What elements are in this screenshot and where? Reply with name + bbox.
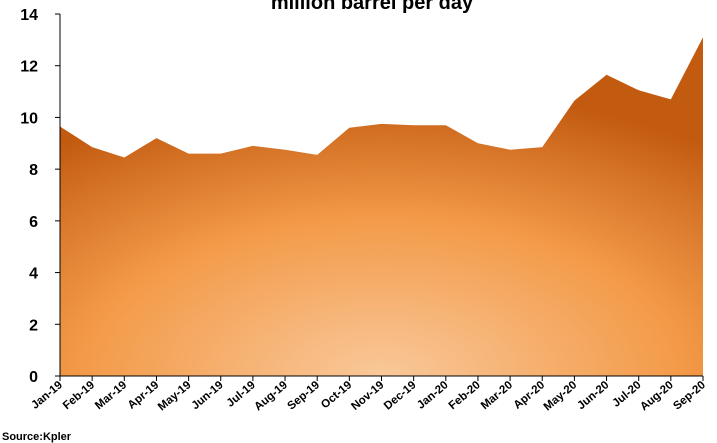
x-tick-label: Jun-20 bbox=[575, 379, 611, 412]
y-tick-label: 0 bbox=[29, 369, 38, 386]
x-tick-label: Feb-20 bbox=[447, 379, 483, 412]
y-tick-label: 8 bbox=[29, 162, 38, 179]
x-tick-label: Mar-19 bbox=[93, 379, 129, 412]
x-tick-label: May-20 bbox=[542, 379, 580, 413]
x-tick-label: Sep-20 bbox=[671, 379, 708, 412]
x-tick-label: Dec-19 bbox=[382, 379, 419, 412]
x-tick-label: Feb-19 bbox=[61, 379, 97, 412]
x-tick-label: Oct-19 bbox=[319, 379, 354, 411]
x-tick-label: Nov-19 bbox=[349, 379, 386, 413]
x-tick-label: May-19 bbox=[156, 379, 194, 413]
x-axis: Jan-19Feb-19Mar-19Apr-19May-19Jun-19Jul-… bbox=[29, 375, 708, 413]
x-tick-label: Mar-20 bbox=[479, 379, 515, 412]
y-tick-label: 4 bbox=[29, 266, 38, 283]
x-tick-label: Apr-19 bbox=[126, 379, 162, 412]
series-area bbox=[60, 37, 703, 377]
y-tick-label: 12 bbox=[20, 59, 38, 76]
x-tick-label: Sep-19 bbox=[286, 379, 323, 412]
chart-title: million barrel per day bbox=[271, 0, 474, 14]
y-axis: 0 2 4 6 8 10 12 14 bbox=[20, 7, 61, 386]
x-tick-label: Jan-20 bbox=[415, 379, 451, 412]
y-tick-label: 10 bbox=[20, 110, 38, 127]
y-tick-label: 2 bbox=[29, 317, 38, 334]
x-tick-label: Aug-19 bbox=[252, 379, 290, 413]
x-tick-label: Aug-20 bbox=[638, 379, 676, 413]
x-tick-label: Apr-20 bbox=[512, 379, 548, 412]
plot-area bbox=[60, 37, 703, 377]
x-tick-label: Jun-19 bbox=[190, 379, 226, 412]
y-tick-label: 14 bbox=[20, 7, 38, 24]
y-tick-label: 6 bbox=[29, 214, 38, 231]
source-note: Source:Kpler bbox=[2, 431, 72, 443]
